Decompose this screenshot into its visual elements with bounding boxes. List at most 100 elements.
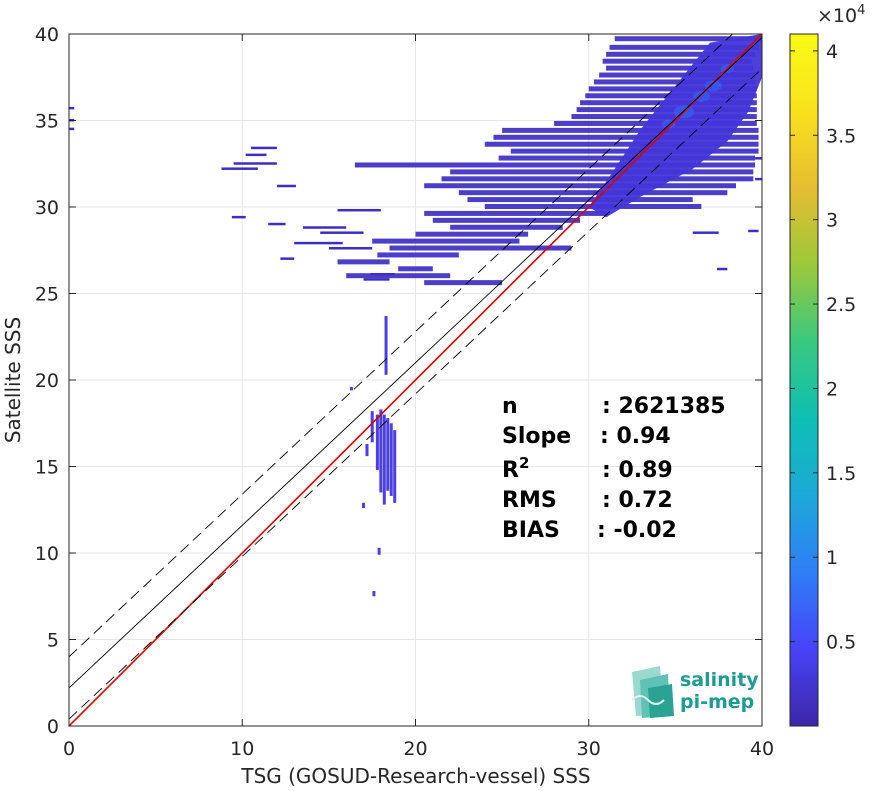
density-band-3 [602,58,752,64]
column-segment-0 [370,411,374,443]
column-segment-5 [389,423,393,496]
scatter-segment-5 [231,215,246,219]
density-band-22 [458,190,728,196]
scatter-segment-8 [294,241,343,245]
density-band-15 [484,141,759,147]
density-band-5 [599,72,756,78]
column-segment-9 [377,547,381,555]
colorbar-exponent: ×104 [817,3,865,27]
scatter-segment-14 [363,278,390,281]
density-band-33 [398,266,433,272]
column-segment-3 [382,414,386,505]
y-tick-label-40: 40 [35,24,59,46]
column-segment-4 [386,418,390,491]
salinity-logo: salinity pi-mep [631,666,759,718]
scatter-segment-6 [268,222,286,226]
scatter-segment-17 [69,127,75,131]
stat-label-4: BIAS [502,518,560,543]
density-band-21 [424,183,737,189]
colorbar: 0.5 1 1.5 2 2.5 3 3.5 4 ×104 [789,3,865,727]
scatter-segment-1 [233,162,277,165]
column-segment-11 [384,315,388,375]
y-tick-label-30: 30 [35,197,59,219]
density-hotspot-3 [704,80,722,92]
scatter-segment-4 [276,184,296,188]
density-band-35 [424,280,503,286]
y-tick-label-5: 5 [47,630,59,652]
density-band-29 [372,238,520,244]
logo-line-2: pi-mep [680,691,754,713]
scatter-segment-13 [370,272,395,276]
colorbar-tick-label-3: 2 [826,378,838,400]
density-band-7 [588,86,757,92]
scatter-segment-21 [755,177,762,181]
x-tick-label-10: 10 [230,738,254,760]
density-band-0 [614,36,762,42]
colorbar-tick-label-1: 1 [826,547,838,569]
density-band-1 [609,44,759,50]
statistics-box: n : 2621385 Slope : 0.94 R2 : 0.89 RMS : 0.72 BI… [502,394,726,543]
scatter-segment-7 [280,257,295,260]
density-band-23 [467,197,693,203]
density-band-14 [493,134,759,140]
column-segment-2 [379,409,383,493]
stat-value-0: : 2621385 [602,394,726,419]
stat-value-2: : 0.89 [602,458,673,483]
y-axis-ticks: 0 5 10 15 20 25 30 35 40 [35,24,762,738]
scatter-segment-9 [302,226,347,229]
colorbar-tick-label-7: 4 [826,41,838,63]
logo-line-1: salinity [680,669,759,691]
density-core [588,34,762,218]
column-segment-7 [365,444,369,457]
stat-label-2: R2 [502,454,529,483]
regression-lines [69,34,762,726]
y-tick-label-35: 35 [35,111,59,133]
fit-line [69,37,762,689]
colorbar-tick-label-6: 3.5 [826,125,856,147]
scatter-segment-22 [692,231,719,234]
x-tick-label-30: 30 [577,738,601,760]
colorbar-tick-label-5: 3 [826,210,838,232]
density-heatmap [69,34,762,597]
density-band-25 [424,210,607,216]
x-tick-label-0: 0 [63,738,75,760]
column-segment-12 [349,386,353,391]
stat-value-4: : -0.02 [597,518,677,543]
density-band-20 [441,176,754,182]
column-segment-1 [375,414,379,470]
density-band-26 [432,217,581,223]
column-segment-10 [372,591,376,597]
y-tick-label-0: 0 [47,716,59,738]
density-band-18 [354,162,756,168]
scatter-segment-11 [320,231,364,234]
scatter-segment-15 [69,106,75,110]
stat-label-3: RMS [502,488,557,513]
density-band-28 [415,231,529,237]
colorbar-tick-label-0: 0.5 [826,632,856,654]
density-band-31 [377,252,459,258]
scatter-segment-12 [337,208,381,212]
density-band-6 [593,79,756,85]
scatter-segment-3 [250,146,277,150]
fit-upper-line [69,34,734,658]
density-band-4 [606,65,754,71]
scatter-segment-10 [328,247,373,250]
colorbar-tick-label-4: 2.5 [826,294,856,316]
y-tick-label-25: 25 [35,284,59,306]
density-band-19 [450,169,754,175]
stat-value-3: : 0.72 [602,488,673,513]
scatter-segment-19 [748,229,759,233]
density-band-30 [389,245,572,251]
stat-label-1: Slope [502,424,571,449]
scatter-segment-0 [221,167,258,170]
colorbar-ticks: 0.5 1 1.5 2 2.5 3 3.5 4 [790,41,856,654]
fit-lower-line [69,68,762,720]
y-tick-label-15: 15 [35,457,59,479]
stat-value-1: : 0.94 [600,424,671,449]
x-tick-label-40: 40 [750,738,774,760]
scatter-segment-2 [245,153,267,157]
density-band-34 [346,273,451,279]
stat-label-0: n [502,394,518,419]
x-axis-label: TSG (GOSUD-Research-vessel) SSS [240,764,590,788]
